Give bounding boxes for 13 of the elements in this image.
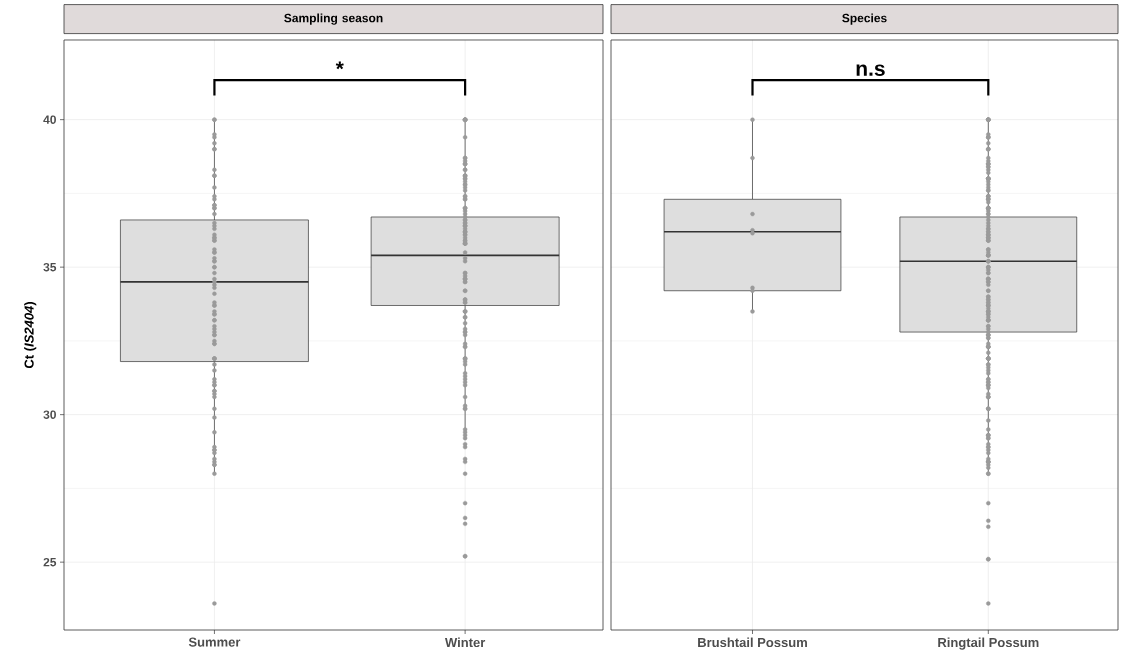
annotation: * bbox=[335, 61, 344, 70]
y-tick-label: 35 bbox=[43, 262, 57, 272]
annotation: n.s bbox=[856, 64, 885, 76]
x-tick-label: Ringtail Possum bbox=[938, 637, 1039, 650]
y-tick-label: 30 bbox=[43, 410, 56, 419]
x-tick-label: Summer bbox=[188, 637, 241, 647]
y-tick-label: 40 bbox=[43, 115, 56, 124]
y-axis-title: Ct (IS2404) bbox=[24, 302, 37, 369]
x-tick-label: Winter bbox=[444, 637, 486, 648]
x-tick-label: Brushtail Possum bbox=[698, 637, 807, 648]
y-tick-label: 25 bbox=[43, 557, 57, 567]
chart-title: Species bbox=[842, 13, 887, 25]
chart-title: Sampling season bbox=[284, 13, 383, 25]
